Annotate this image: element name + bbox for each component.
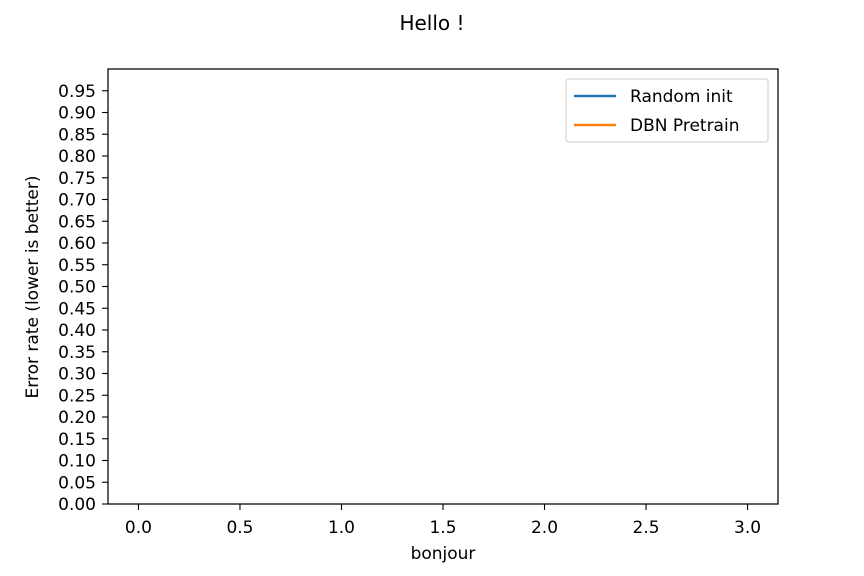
chart-title: Hello ! [399, 11, 464, 35]
y-tick-label: 0.50 [58, 278, 96, 298]
x-tick-label: 0.5 [226, 518, 253, 538]
plot-frame [107, 68, 779, 505]
y-tick-label: 0.75 [58, 169, 96, 189]
y-tick-label: 0.20 [58, 408, 96, 428]
legend: Random init DBN Pretrain [565, 78, 769, 143]
y-tick-label: 0.30 [58, 365, 96, 385]
y-axis-ticks: 0.000.050.100.150.200.250.300.350.400.45… [58, 82, 108, 515]
y-tick-label: 0.05 [58, 473, 96, 493]
x-tick-label: 2.0 [531, 518, 558, 538]
x-tick-label: 3.0 [734, 518, 761, 538]
legend-box [565, 78, 769, 143]
x-tick-label: 1.5 [429, 518, 456, 538]
y-tick-label: 0.35 [58, 343, 96, 363]
y-tick-label: 0.15 [58, 430, 96, 450]
legend-label-dbn-pretrain: DBN Pretrain [630, 116, 739, 136]
legend-label-random-init: Random init [630, 87, 733, 107]
y-tick-label: 0.85 [58, 125, 96, 145]
y-tick-label: 0.65 [58, 212, 96, 232]
y-tick-label: 0.80 [58, 147, 96, 167]
x-tick-label: 1.0 [328, 518, 355, 538]
x-axis-ticks: 0.0 0.5 1.0 1.5 2.0 2.5 3.0 [125, 504, 761, 538]
y-tick-label: 0.55 [58, 256, 96, 276]
y-tick-label: 0.00 [58, 495, 96, 515]
x-axis-label: bonjour [411, 544, 476, 564]
x-tick-label: 0.0 [125, 518, 152, 538]
y-tick-label: 0.45 [58, 299, 96, 319]
y-tick-label: 0.90 [58, 104, 96, 124]
y-axis-label: Error rate (lower is better) [23, 176, 43, 399]
y-tick-label: 0.25 [58, 386, 96, 406]
y-tick-label: 0.60 [58, 234, 96, 254]
y-tick-label: 0.10 [58, 452, 96, 472]
y-tick-label: 0.95 [58, 82, 96, 102]
y-tick-label: 0.70 [58, 191, 96, 211]
x-tick-label: 2.5 [633, 518, 660, 538]
y-tick-label: 0.40 [58, 321, 96, 341]
